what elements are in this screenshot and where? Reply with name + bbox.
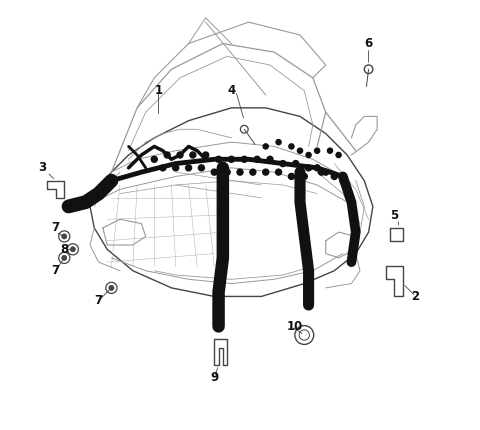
Circle shape xyxy=(254,156,260,162)
Circle shape xyxy=(224,169,230,175)
Circle shape xyxy=(318,169,324,175)
Circle shape xyxy=(306,152,311,157)
Circle shape xyxy=(314,148,320,153)
Circle shape xyxy=(198,165,204,171)
Circle shape xyxy=(263,144,268,149)
Circle shape xyxy=(237,169,243,175)
Circle shape xyxy=(276,140,281,145)
Circle shape xyxy=(340,178,346,184)
Circle shape xyxy=(314,165,320,171)
Text: 5: 5 xyxy=(390,209,398,221)
Circle shape xyxy=(151,156,157,162)
Circle shape xyxy=(289,144,294,149)
Circle shape xyxy=(228,156,234,162)
Circle shape xyxy=(323,169,329,175)
Circle shape xyxy=(336,152,341,157)
Text: 3: 3 xyxy=(38,161,47,174)
Circle shape xyxy=(276,169,282,175)
Circle shape xyxy=(250,169,256,175)
Text: 8: 8 xyxy=(60,243,68,256)
Circle shape xyxy=(327,148,333,153)
Circle shape xyxy=(190,152,196,158)
Text: 7: 7 xyxy=(51,264,60,277)
Text: 9: 9 xyxy=(210,372,218,384)
Circle shape xyxy=(280,160,286,166)
Text: 7: 7 xyxy=(51,221,60,234)
Circle shape xyxy=(164,152,170,158)
Circle shape xyxy=(301,173,307,179)
Circle shape xyxy=(298,148,302,153)
Circle shape xyxy=(203,152,209,158)
Circle shape xyxy=(267,156,273,162)
Text: 6: 6 xyxy=(364,37,372,50)
Circle shape xyxy=(241,156,247,162)
Text: 4: 4 xyxy=(227,84,235,97)
Circle shape xyxy=(70,247,75,252)
Text: 2: 2 xyxy=(411,290,420,303)
Text: 10: 10 xyxy=(287,320,303,333)
Circle shape xyxy=(216,156,222,162)
Circle shape xyxy=(293,160,299,166)
Text: 7: 7 xyxy=(94,294,102,307)
Circle shape xyxy=(331,173,337,179)
Circle shape xyxy=(62,255,67,261)
Circle shape xyxy=(173,165,179,171)
Circle shape xyxy=(186,165,192,171)
Circle shape xyxy=(109,285,114,290)
Circle shape xyxy=(160,165,166,171)
Circle shape xyxy=(177,152,183,158)
Circle shape xyxy=(306,165,312,171)
Circle shape xyxy=(211,169,217,175)
Circle shape xyxy=(62,234,67,239)
Circle shape xyxy=(288,173,294,179)
Circle shape xyxy=(263,169,269,175)
Text: 1: 1 xyxy=(154,84,162,97)
